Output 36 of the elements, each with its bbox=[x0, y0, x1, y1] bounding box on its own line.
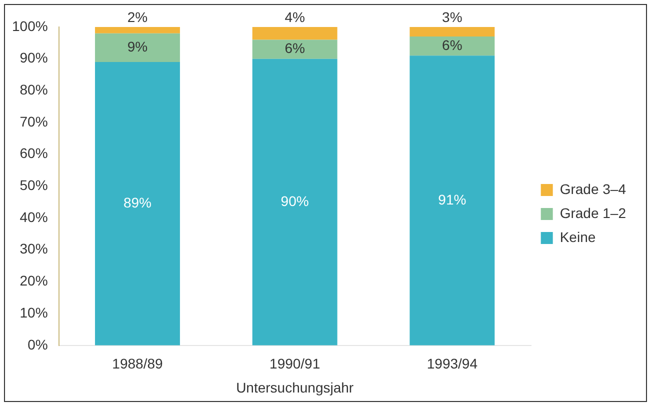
y-tick-label: 60% bbox=[20, 145, 48, 162]
data-label: 90% bbox=[280, 192, 309, 209]
bar bbox=[252, 40, 338, 59]
bar bbox=[410, 36, 495, 56]
x-axis-title: Untersuchungsjahr bbox=[236, 379, 354, 396]
bar bbox=[94, 27, 180, 34]
x-tick-label: 1993/94 bbox=[426, 356, 478, 372]
y-tick-label: 40% bbox=[20, 208, 48, 225]
y-tick-label: 20% bbox=[20, 272, 48, 289]
y-tick-label: 70% bbox=[20, 113, 48, 130]
bar bbox=[410, 27, 495, 37]
x-tick-label: 1988/89 bbox=[112, 356, 163, 372]
x-tick-label: 1990/91 bbox=[270, 356, 320, 372]
y-tick-label: 80% bbox=[20, 82, 48, 98]
data-label: 89% bbox=[123, 194, 152, 211]
data-label: 2% bbox=[127, 8, 148, 25]
y-tick-label: 90% bbox=[20, 50, 48, 66]
y-tick-label: 50% bbox=[20, 177, 48, 194]
data-label: 6% bbox=[442, 36, 462, 53]
data-label: 4% bbox=[284, 8, 305, 25]
legend-label: Keine bbox=[560, 228, 596, 245]
bar bbox=[252, 58, 338, 346]
bar bbox=[410, 56, 495, 346]
data-label: 6% bbox=[284, 40, 305, 56]
data-label: 9% bbox=[127, 38, 148, 55]
y-tick-label: 10% bbox=[20, 304, 48, 320]
legend-label: Grade 3–4 bbox=[560, 180, 626, 197]
legend-label: Grade 1–2 bbox=[560, 204, 626, 221]
bar bbox=[94, 33, 180, 62]
y-tick-label: 100% bbox=[12, 18, 48, 34]
data-label: 3% bbox=[442, 8, 462, 25]
bar bbox=[252, 27, 338, 40]
y-tick-label: 30% bbox=[20, 240, 48, 257]
y-tick-label: 0% bbox=[28, 336, 48, 352]
data-label: 91% bbox=[438, 191, 466, 208]
bar bbox=[94, 62, 180, 346]
